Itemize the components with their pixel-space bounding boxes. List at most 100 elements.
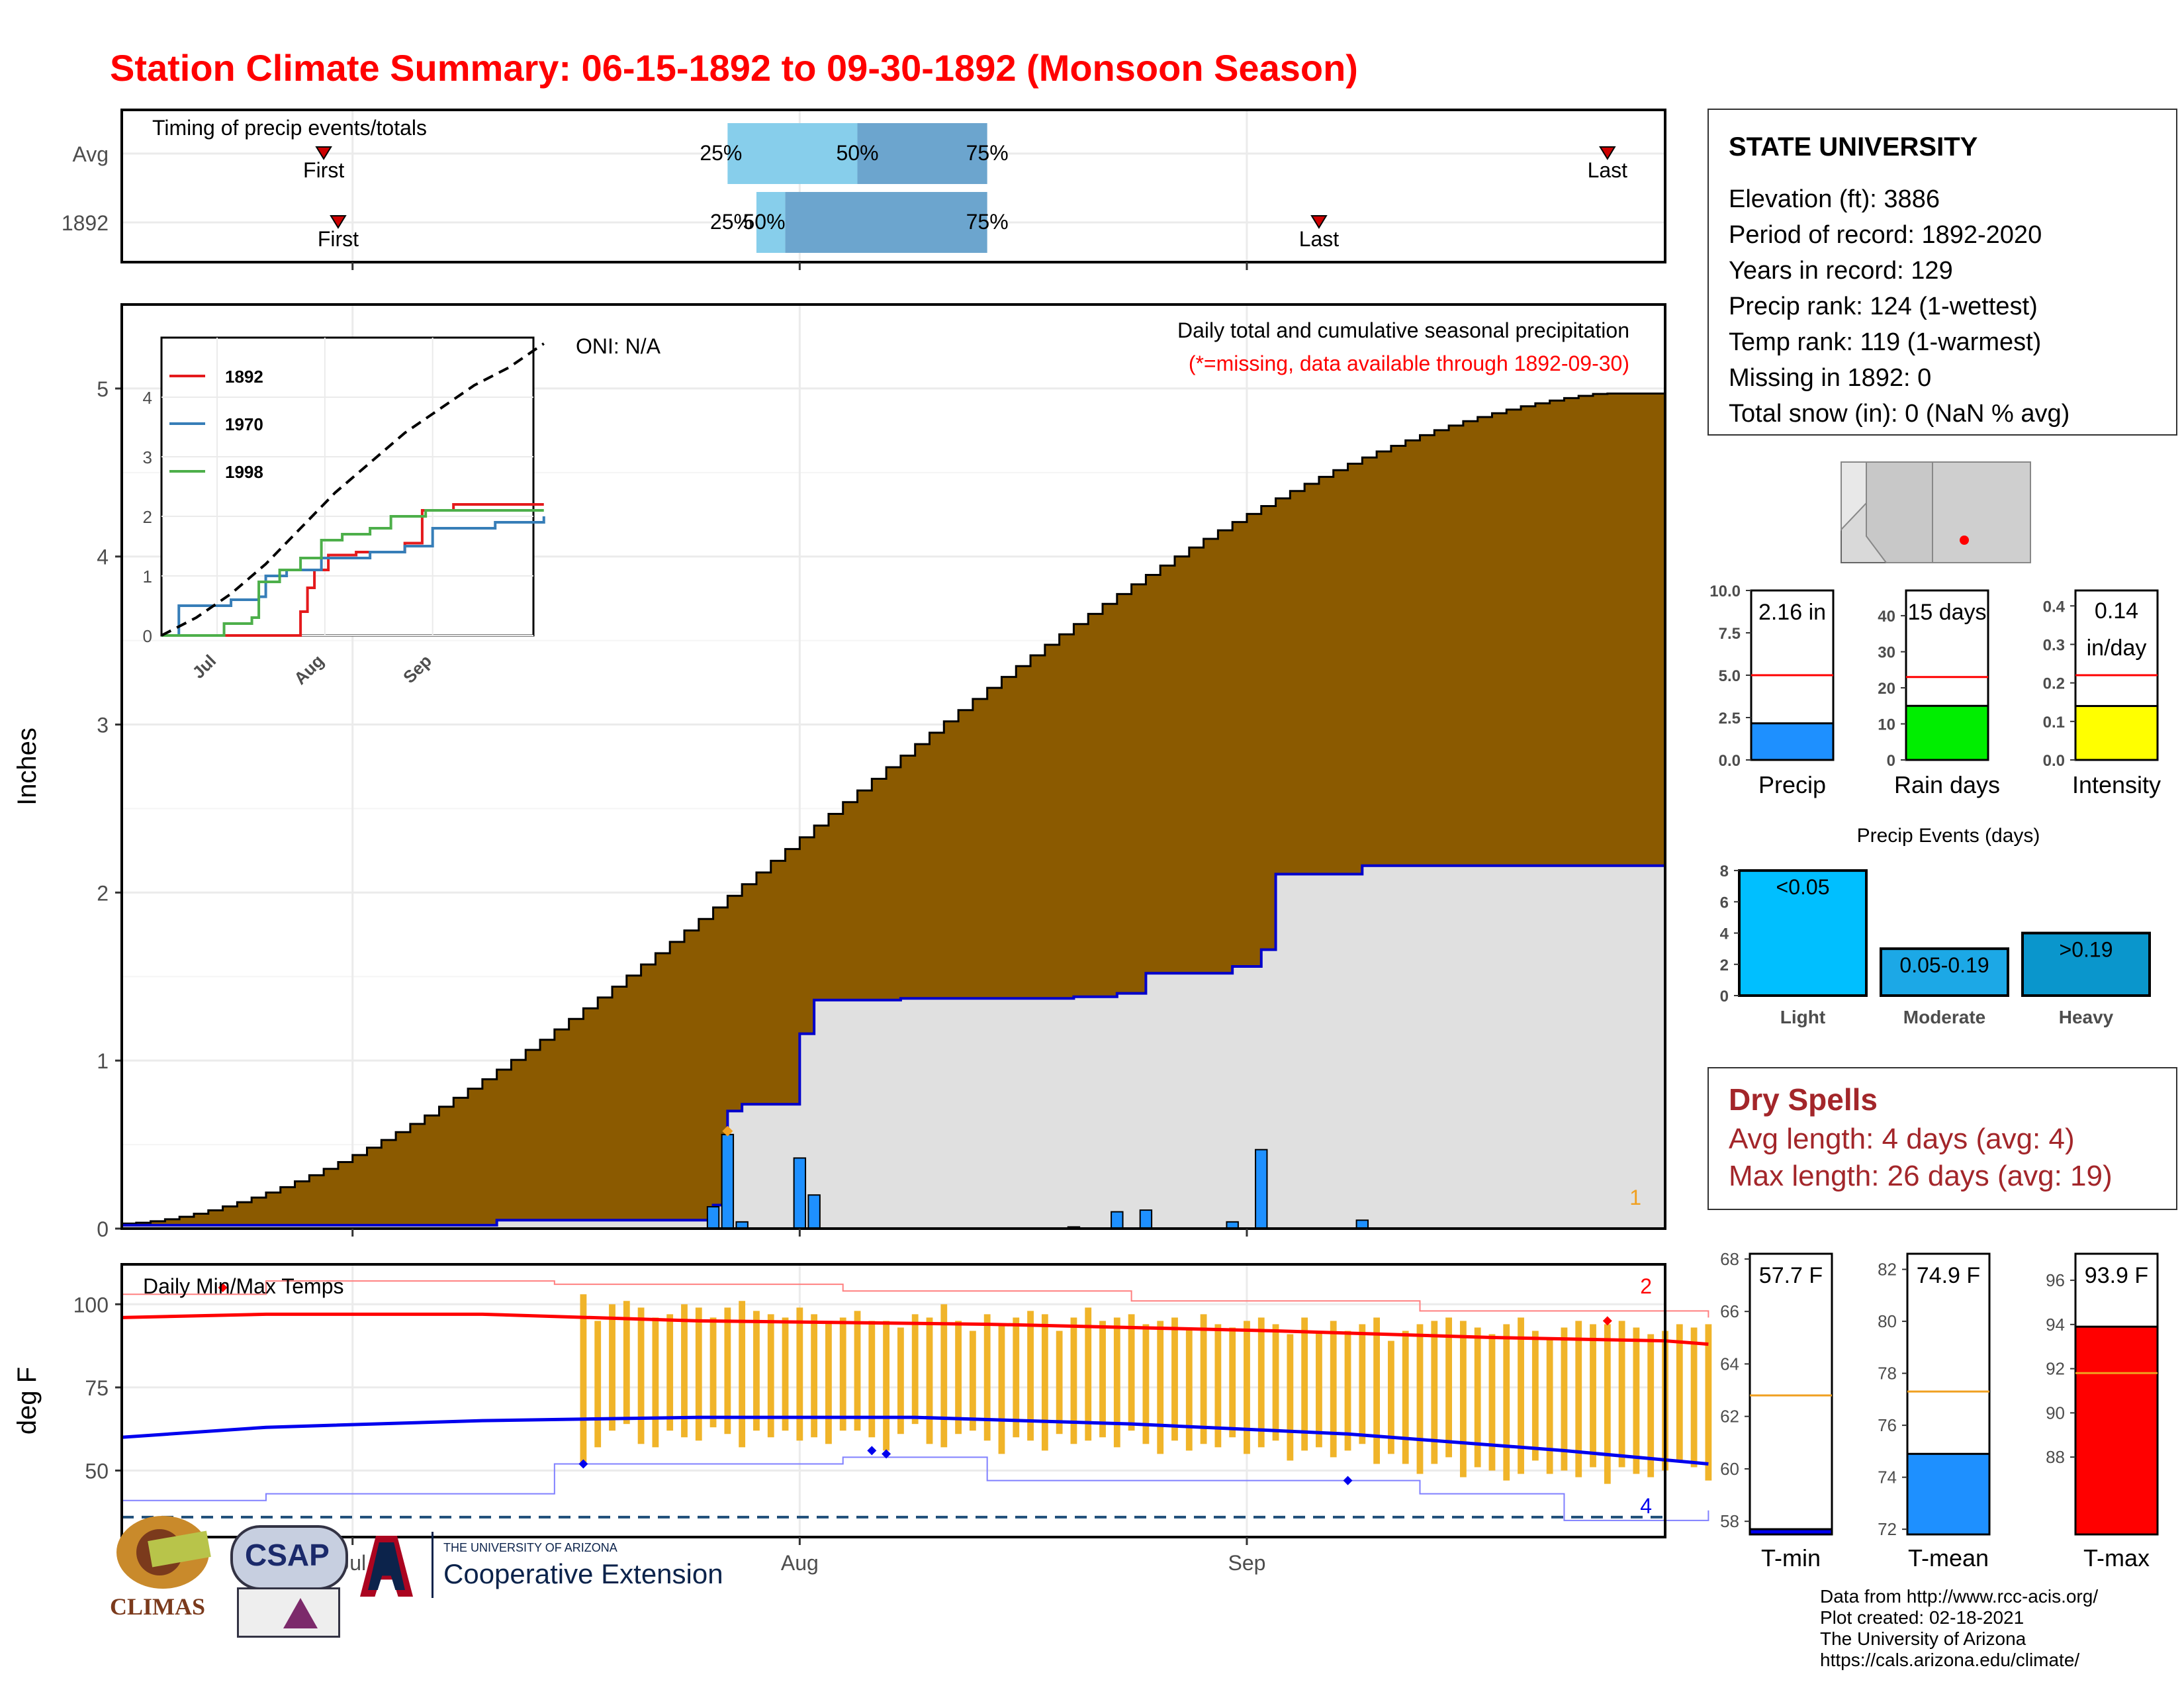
gauge-precip-value-label: 2.16 in xyxy=(1758,600,1826,625)
daily-temp-bar xyxy=(1388,1340,1394,1454)
precip-y-tick-label: 2 xyxy=(97,881,109,905)
daily-temp-bar xyxy=(983,1314,991,1441)
gauge-tmean-y-tick-label: 80 xyxy=(1878,1311,1897,1331)
daily-temp-bar xyxy=(1618,1321,1625,1468)
locator-map-state xyxy=(1866,461,1933,563)
daily-precip-bar xyxy=(721,1133,735,1229)
station-info-box: STATE UNIVERSITY Elevation (ft): 3886 Pe… xyxy=(1707,109,2177,436)
inset-series-line xyxy=(161,509,544,637)
precip-subtitle: (*=missing, data available through 1892-… xyxy=(1189,352,1629,375)
daily-temp-bar xyxy=(1330,1321,1337,1458)
daily-temp-bar xyxy=(1301,1317,1308,1451)
daily-temp-bar xyxy=(1488,1334,1496,1471)
daily-temp-bar xyxy=(1546,1337,1553,1474)
credit-plot-date: Plot created: 02-18-2021 xyxy=(1820,1607,2025,1628)
daily-temp-bar xyxy=(1099,1321,1106,1438)
daily-temp-bar xyxy=(623,1301,630,1425)
daily-precip-bar xyxy=(1255,1149,1268,1229)
daily-temp-bar xyxy=(709,1317,717,1428)
timing-marker-last xyxy=(1310,215,1328,229)
temp-record-marker xyxy=(578,1459,588,1469)
daily-temp-bar xyxy=(1416,1324,1424,1474)
daily-temp-bar xyxy=(1027,1311,1034,1441)
gauge-precip-y-tick-label: 7.5 xyxy=(1719,625,1741,643)
gauge-raindays-x-label: Rain days xyxy=(1894,771,2000,798)
timing-label-first: First xyxy=(303,158,344,182)
precip-y-tick-label: 5 xyxy=(97,377,109,401)
daily-temp-bar xyxy=(1041,1314,1048,1451)
inset-series-line xyxy=(161,516,545,637)
daily-temp-bar xyxy=(1344,1331,1351,1451)
daily-precip-bar xyxy=(793,1157,807,1229)
daily-temp-bar xyxy=(1316,1331,1322,1448)
gauge-raindays-value-bar xyxy=(1905,704,1989,761)
gauge-tmin-y-tick-label: 68 xyxy=(1720,1249,1739,1269)
gauge-tmax-y-tick-label: 94 xyxy=(2046,1315,2065,1335)
timing-marker-first xyxy=(315,146,332,160)
temp-x-tick-label: Sep xyxy=(1228,1551,1265,1575)
daily-temp-bar xyxy=(1503,1324,1510,1481)
gauge-intensity-value-label: 0.14 xyxy=(2095,598,2138,624)
events-bar-light xyxy=(1738,869,1868,998)
gauge-tmin-y-tick-label: 60 xyxy=(1720,1459,1739,1479)
timing-row-label: Avg xyxy=(72,142,109,166)
events-bar-moderate xyxy=(1880,947,2009,997)
precip-panel-border xyxy=(120,303,1666,1230)
inset-legend-label: 1998 xyxy=(225,462,263,482)
gauge-tmax-y-tick-label: 90 xyxy=(2046,1403,2065,1423)
temp-title: Daily Min/Max Temps xyxy=(143,1274,343,1298)
daily-temp-bar xyxy=(926,1317,933,1444)
daily-temp-bar xyxy=(897,1327,904,1434)
daily-temp-bar xyxy=(753,1311,760,1431)
inset-y-tick-label: 2 xyxy=(143,507,152,527)
dry-spells-avg: Avg length: 4 days (avg: 4) xyxy=(1729,1123,2075,1155)
gauge-intensity-value-label-2: in/day xyxy=(2087,635,2147,661)
precip-y-axis-label: Inches xyxy=(13,727,42,806)
gauge-tmean-x-label: T-mean xyxy=(1908,1544,1989,1571)
temp-record-marker xyxy=(218,1283,228,1293)
inset-legend-label: 1892 xyxy=(225,367,263,387)
daily-temp-bar xyxy=(724,1307,731,1434)
daily-temp-bar xyxy=(1690,1327,1698,1468)
daily-temp-bar xyxy=(1128,1314,1135,1431)
daily-temp-bar xyxy=(637,1307,645,1444)
daily-temp-bar xyxy=(998,1324,1005,1454)
daily-temp-bar xyxy=(1431,1321,1438,1464)
temp-y-axis-label: deg F xyxy=(13,1367,42,1434)
daily-temp-bar xyxy=(1185,1327,1193,1451)
daily-temp-bar xyxy=(811,1314,818,1438)
timing-marker-first xyxy=(330,215,347,229)
daily-temp-bar xyxy=(969,1331,976,1431)
oni-label: ONI: N/A xyxy=(576,334,661,358)
daily-precip-bar xyxy=(1111,1211,1124,1229)
gauge-intensity-y-tick-label: 0.3 xyxy=(2043,636,2065,654)
daily-temp-bar xyxy=(1244,1321,1250,1454)
station-name: STATE UNIVERSITY xyxy=(1729,132,1978,162)
daily-temp-bar xyxy=(782,1317,789,1431)
timing-label-last: Last xyxy=(1299,227,1340,251)
daily-temp-bar xyxy=(1633,1327,1640,1474)
events-bar-label: 0.05-0.19 xyxy=(1899,953,1989,977)
csap-logo: CSAP xyxy=(230,1519,349,1641)
gauge-precip-y-tick-label: 0.0 xyxy=(1719,752,1741,770)
gauge-tmean-y-tick-label: 74 xyxy=(1878,1468,1897,1487)
events-x-label: Moderate xyxy=(1903,1007,1985,1027)
inset-y-tick-label: 3 xyxy=(143,447,152,467)
daily-temp-bar xyxy=(652,1317,659,1448)
gauge-tmean-y-tick-label: 78 xyxy=(1878,1364,1897,1383)
inset-series-line xyxy=(161,342,545,637)
daily-temp-bar xyxy=(1085,1307,1092,1441)
timing-row-label: 1892 xyxy=(62,211,109,235)
station-temp-rank: Temp rank: 119 (1-warmest) xyxy=(1729,328,2042,356)
gauge-tmax-y-tick-label: 96 xyxy=(2046,1270,2065,1290)
daily-temp-bar xyxy=(1229,1327,1236,1438)
daily-temp-bar xyxy=(767,1314,774,1438)
locator-map-east xyxy=(1932,461,2031,563)
gauge-tmin-frame xyxy=(1749,1252,1833,1536)
timing-label-q25: 25% xyxy=(700,141,742,165)
timing-bar-q25-q50 xyxy=(756,192,786,253)
daily-temp-bar xyxy=(1359,1324,1366,1444)
timing-title: Timing of precip events/totals xyxy=(152,116,427,140)
ua-logo-small-text: THE UNIVERSITY OF ARIZONA xyxy=(443,1541,617,1554)
